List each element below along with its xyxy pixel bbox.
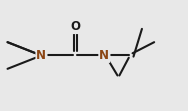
Text: N: N bbox=[99, 49, 109, 62]
Text: N: N bbox=[36, 49, 46, 62]
Text: O: O bbox=[70, 20, 80, 33]
